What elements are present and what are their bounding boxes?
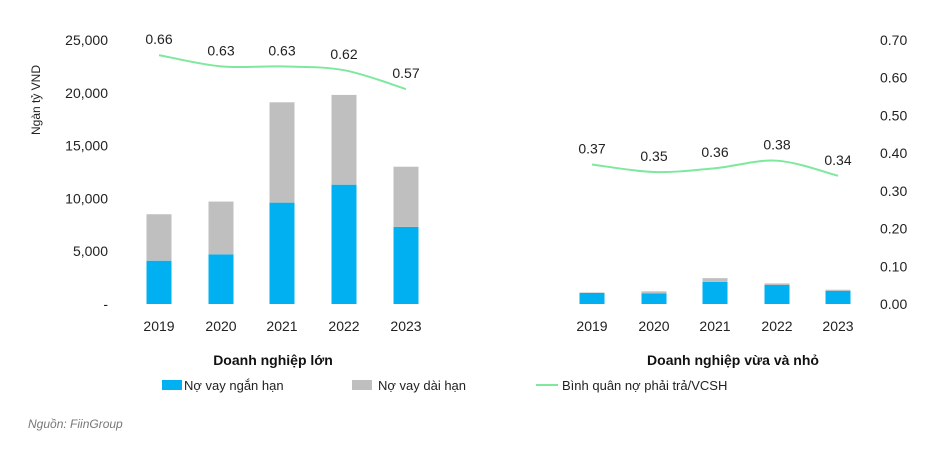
bar-long-term bbox=[825, 289, 851, 291]
bar-long-term bbox=[702, 278, 728, 282]
x-tick-label: 2020 bbox=[638, 318, 669, 334]
bar-long-term bbox=[331, 94, 357, 185]
bar-long-term bbox=[641, 291, 667, 294]
bar-short-term bbox=[825, 290, 851, 304]
x-tick-label: 2022 bbox=[761, 318, 792, 334]
y2-tick-label: 0.70 bbox=[880, 32, 907, 48]
y2-tick-label: 0.00 bbox=[880, 296, 907, 312]
x-tick-labels: 2019 2020 2021 2022 2023 2019 2020 2021 2022 2023 bbox=[143, 318, 853, 334]
group-title: Doanh nghiệp vừa và nhỏ bbox=[647, 352, 819, 368]
source-note: Nguồn: FiinGroup bbox=[28, 417, 123, 431]
bar-long-term bbox=[393, 166, 419, 227]
bar-short-term bbox=[641, 293, 667, 304]
x-tick-label: 2023 bbox=[390, 318, 421, 334]
y2-tick-label: 0.10 bbox=[880, 258, 907, 274]
legend-swatch-short-term bbox=[162, 380, 182, 390]
ratio-data-label: 0.63 bbox=[268, 42, 295, 58]
bar-short-term bbox=[269, 202, 295, 304]
ratio-line bbox=[158, 54, 407, 90]
left-axis: - 5,000 10,000 15,000 20,000 25,000 bbox=[65, 32, 108, 312]
x-tick-label: 2023 bbox=[822, 318, 853, 334]
ratio-data-label: 0.35 bbox=[640, 148, 667, 164]
bar-short-term bbox=[702, 281, 728, 304]
ratio-data-label: 0.34 bbox=[824, 152, 851, 168]
legend-swatch-long-term bbox=[352, 380, 372, 390]
ratio-data-label: 0.57 bbox=[392, 65, 419, 81]
ratio-data-label: 0.62 bbox=[330, 46, 357, 62]
y2-tick-label: 0.60 bbox=[880, 70, 907, 86]
bars bbox=[146, 94, 851, 304]
legend-label-short-term: Nợ vay ngắn hạn bbox=[184, 378, 284, 393]
y-tick-label: 25,000 bbox=[65, 32, 108, 48]
group-title: Doanh nghiệp lớn bbox=[213, 352, 333, 368]
bar-short-term bbox=[579, 292, 605, 304]
x-tick-label: 2019 bbox=[143, 318, 174, 334]
bar-long-term bbox=[764, 283, 790, 285]
ratio-lines: 0.66 0.63 0.63 0.62 0.57 0.37 0.35 0.36 0.38 0.34 bbox=[145, 31, 852, 177]
legend: Nợ vay ngắn hạn Nợ vay dài hạn Bình quân… bbox=[162, 378, 727, 393]
group-titles: Doanh nghiệp lớn Doanh nghiệp vừa và nhỏ bbox=[213, 352, 819, 368]
x-tick-label: 2020 bbox=[205, 318, 236, 334]
bar-long-term bbox=[269, 102, 295, 203]
bar-long-term bbox=[208, 201, 234, 255]
y2-tick-label: 0.30 bbox=[880, 183, 907, 199]
y2-tick-label: 0.40 bbox=[880, 145, 907, 161]
y-axis-title: Ngàn tỷ VND bbox=[29, 65, 43, 135]
ratio-data-label: 0.38 bbox=[763, 137, 790, 153]
ratio-data-label: 0.63 bbox=[207, 42, 234, 58]
bar-short-term bbox=[208, 254, 234, 304]
bar-short-term bbox=[393, 226, 419, 304]
bar-short-term bbox=[146, 260, 172, 304]
bar-long-term bbox=[579, 292, 605, 293]
bar-short-term bbox=[764, 284, 790, 304]
x-tick-label: 2019 bbox=[576, 318, 607, 334]
y-tick-label: 10,000 bbox=[65, 190, 108, 206]
y2-tick-label: 0.50 bbox=[880, 107, 907, 123]
ratio-data-label: 0.37 bbox=[578, 140, 605, 156]
legend-label-ratio: Bình quân nợ phải trả/VCSH bbox=[562, 378, 727, 393]
y2-tick-label: 0.20 bbox=[880, 221, 907, 237]
ratio-data-label: 0.36 bbox=[701, 144, 728, 160]
y-tick-label: 15,000 bbox=[65, 138, 108, 154]
legend-label-long-term: Nợ vay dài hạn bbox=[378, 378, 466, 393]
x-tick-label: 2022 bbox=[328, 318, 359, 334]
bar-short-term bbox=[331, 184, 357, 304]
y-tick-label: - bbox=[103, 296, 108, 312]
y-tick-label: 5,000 bbox=[73, 243, 108, 259]
x-tick-label: 2021 bbox=[699, 318, 730, 334]
bar-long-term bbox=[146, 214, 172, 261]
right-axis: 0.00 0.10 0.20 0.30 0.40 0.50 0.60 0.70 bbox=[880, 32, 907, 312]
x-tick-label: 2021 bbox=[266, 318, 297, 334]
ratio-line bbox=[591, 159, 839, 177]
ratio-data-label: 0.66 bbox=[145, 31, 172, 47]
y-tick-label: 20,000 bbox=[65, 85, 108, 101]
